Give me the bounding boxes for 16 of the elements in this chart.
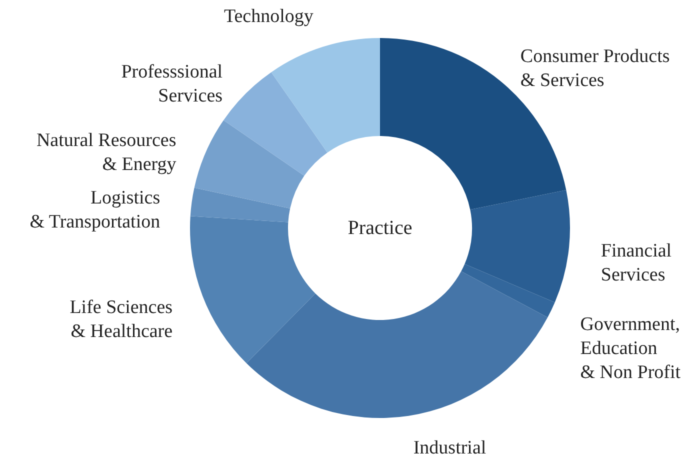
donut-slice <box>190 216 316 364</box>
slice-label: Government, Education & Non Profit <box>580 314 682 383</box>
text: Practice <box>348 217 412 239</box>
donut-slice <box>224 72 328 176</box>
slice-label: Financial Services <box>600 240 672 286</box>
donut-slice <box>246 271 548 418</box>
slice-label: Industrial <box>413 437 486 458</box>
slice-label: Consumer Products & Services <box>520 46 670 92</box>
slice-label: Life Sciences & Healthcare <box>70 297 173 342</box>
donut-slice <box>271 38 380 153</box>
slice-label: Logistics & Transportation <box>30 187 161 232</box>
slice-label: Technology <box>224 6 314 28</box>
donut-slice <box>194 120 304 208</box>
donut-slice <box>190 188 290 222</box>
slice-label: Professsional Services <box>121 62 223 107</box>
slice-label: Natural Resources & Energy <box>36 130 177 175</box>
